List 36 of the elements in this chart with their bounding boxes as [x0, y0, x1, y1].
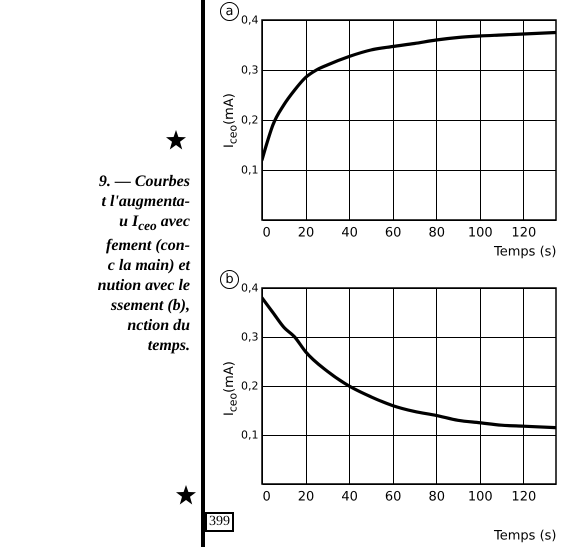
x-tick-label: 100	[468, 490, 493, 504]
text: fement (con-	[105, 236, 190, 256]
text: nution avec le	[98, 276, 190, 296]
y-tick-label: 0,4	[241, 282, 258, 294]
x-tick-label: 120	[511, 226, 536, 240]
x-tick-label: 80	[428, 490, 445, 504]
y-tick-label: 0,3	[241, 64, 258, 76]
text: temps.	[146, 336, 190, 356]
text: 9. — Courbes	[98, 172, 190, 192]
text: 399	[205, 512, 234, 532]
text: t l'augmenta-	[100, 192, 190, 212]
y-tick-label: 0,2	[241, 114, 258, 126]
text: c la main) et	[106, 256, 190, 276]
y-tick-label: 0,3	[241, 330, 258, 344]
y-tick-label: 0,2	[241, 380, 258, 392]
y-tick-label: 0,1	[241, 164, 258, 176]
x-tick-label: 60	[384, 490, 402, 504]
chart-title: b	[220, 270, 239, 289]
x-tick-label: 20	[298, 490, 314, 504]
x-tick-label: 60	[384, 226, 402, 240]
x-tick-label: 40	[341, 490, 358, 504]
y-tick-label: 0,4	[241, 14, 258, 26]
y-tick-label: 0,1	[241, 428, 258, 442]
x-tick-label: 0	[262, 490, 271, 504]
text: ssement (b),	[110, 296, 190, 316]
x-axis-title: Temps (s)	[493, 528, 556, 544]
x-tick-label: 0	[262, 226, 271, 240]
x-tick-label: 120	[511, 490, 536, 504]
text: nction du	[126, 316, 190, 336]
chart-title: a	[220, 2, 239, 21]
x-tick-label: 100	[468, 226, 493, 240]
x-tick-label: 80	[428, 226, 445, 240]
x-tick-label: 20	[298, 226, 314, 240]
x-tick-label: 40	[341, 226, 358, 240]
text: u I$_{ceo}$ avec	[118, 212, 190, 236]
x-axis-title: Temps (s)	[493, 244, 556, 260]
